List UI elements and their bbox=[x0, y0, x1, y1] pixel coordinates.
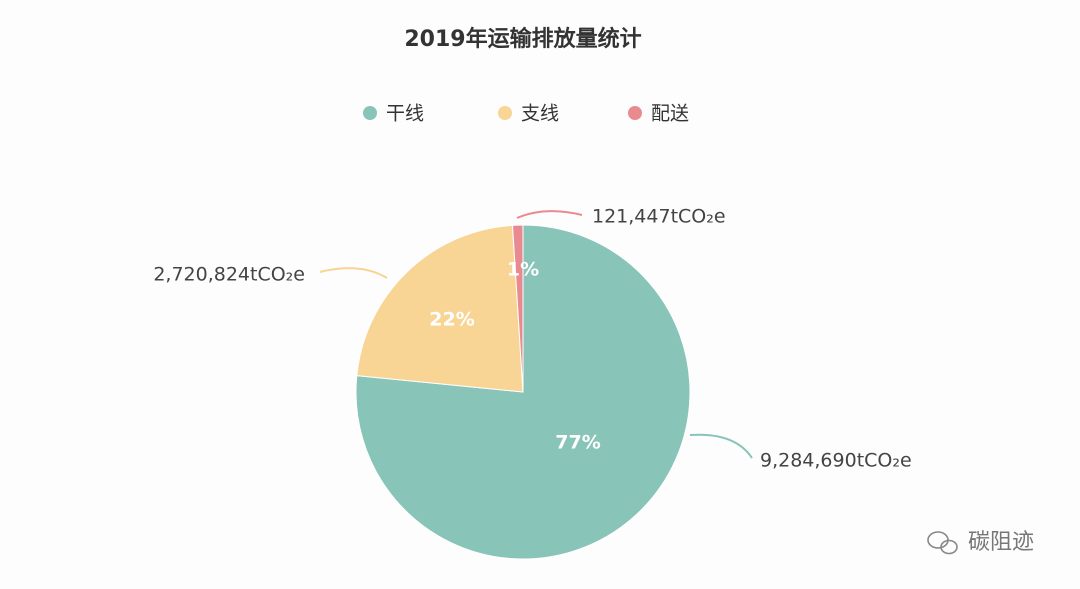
leader-line bbox=[319, 267, 388, 279]
chart-title: 2019年运输排放量统计 bbox=[404, 26, 641, 52]
legend-label: 支线 bbox=[521, 103, 559, 125]
legend-marker bbox=[628, 106, 642, 120]
pie-slice bbox=[511, 224, 524, 393]
value-label: 121,447tCO₂e bbox=[592, 206, 726, 228]
watermark: 碳阻迹 bbox=[968, 530, 1034, 555]
percent-label: 77% bbox=[555, 432, 600, 454]
leader-line bbox=[689, 433, 753, 459]
legend-label: 干线 bbox=[386, 103, 424, 125]
watermark-icon bbox=[927, 531, 958, 555]
percent-label: 1% bbox=[507, 259, 539, 281]
pie-slice bbox=[356, 224, 524, 393]
legend-marker bbox=[363, 106, 377, 120]
value-label: 9,284,690tCO₂e bbox=[760, 450, 912, 472]
percent-label: 22% bbox=[429, 309, 474, 331]
legend-marker bbox=[498, 106, 512, 120]
value-label: 2,720,824tCO₂e bbox=[153, 264, 305, 286]
legend-label: 配送 bbox=[651, 103, 689, 125]
leader-line bbox=[516, 210, 583, 219]
